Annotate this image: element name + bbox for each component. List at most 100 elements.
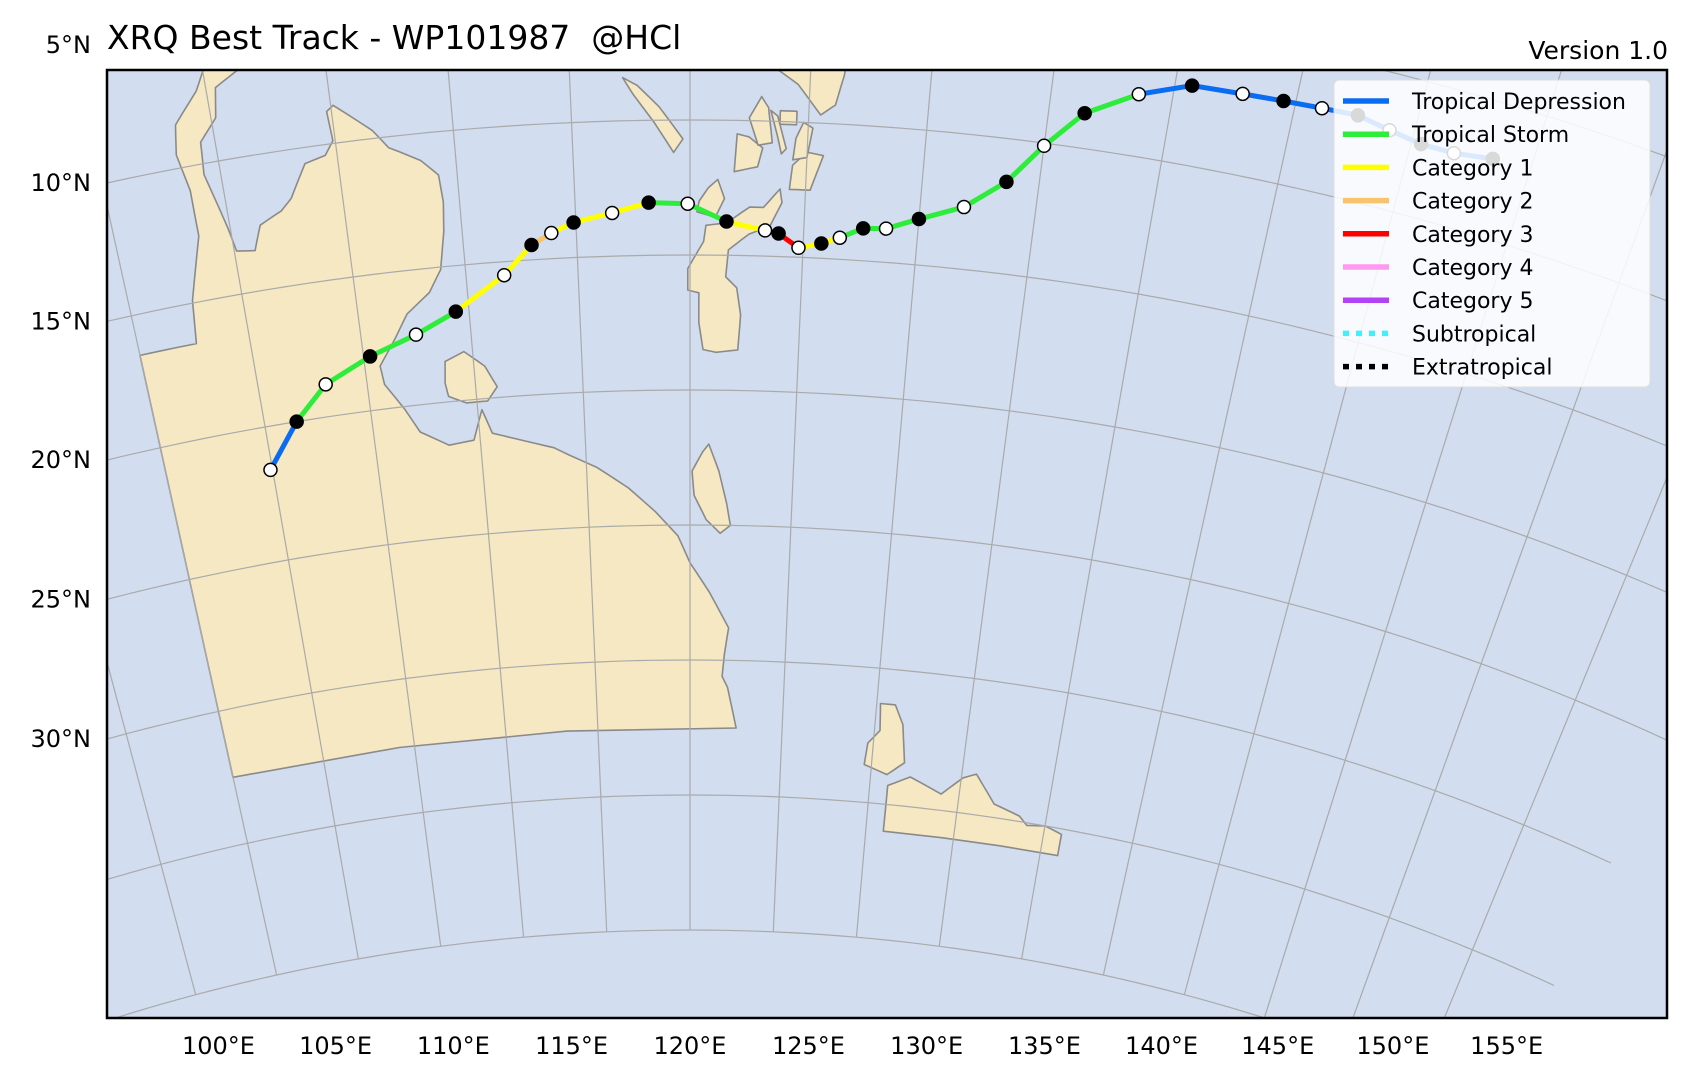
meridian-90 <box>107 659 197 995</box>
meridian-140 <box>1021 70 1179 959</box>
legend-label: Tropical Depression <box>1411 90 1626 115</box>
track-point <box>1131 86 1147 102</box>
track-segment <box>453 272 507 315</box>
track-segment <box>1082 91 1142 116</box>
track-segment <box>267 419 300 473</box>
meridian-105 <box>325 70 442 947</box>
meridian-165 <box>1443 475 1667 1018</box>
track-segment <box>1189 83 1246 97</box>
land-mindanao <box>776 70 847 116</box>
track-point <box>1077 105 1092 121</box>
lat-tick-label: 20°N <box>31 446 92 474</box>
track-point <box>496 267 512 283</box>
legend-label: Category 3 <box>1412 223 1533 248</box>
version-label: Version 1.0 <box>1528 36 1668 65</box>
latitude-labels: 30°N25°N20°N15°N10°N5°N0° <box>31 31 92 753</box>
lon-tick-label: 140°E <box>1125 1032 1198 1060</box>
track-point <box>832 230 848 245</box>
track-segment <box>1003 143 1047 185</box>
parallel--5 <box>0 0 1702 6</box>
land-mainland-asia <box>139 70 737 779</box>
track-point <box>289 414 304 429</box>
land-panay <box>733 133 764 173</box>
track-segment <box>916 204 967 222</box>
meridian-110 <box>447 70 525 938</box>
lon-tick-label: 110°E <box>417 1032 490 1060</box>
track-point <box>1036 138 1052 154</box>
legend: Tropical Depression Tropical Storm Categor… <box>1333 79 1651 388</box>
track-point <box>544 225 559 241</box>
land-borneo <box>404 0 671 40</box>
meridian-95 <box>107 202 278 976</box>
track-point <box>814 236 829 251</box>
track-segment <box>413 309 459 338</box>
land-kyushu <box>863 702 906 776</box>
track-point <box>566 215 581 230</box>
lat-tick-label: 10°N <box>31 169 92 197</box>
lat-tick-label: 5°N <box>46 31 91 59</box>
lon-tick-label: 125°E <box>772 1032 845 1060</box>
lon-tick-label: 145°E <box>1241 1032 1314 1060</box>
track-segment <box>323 353 373 387</box>
track-point <box>680 196 695 211</box>
legend-label: Category 4 <box>1412 256 1533 281</box>
lat-tick-label: 30°N <box>31 725 92 753</box>
land-hainan <box>444 350 499 404</box>
meridian-135 <box>938 70 1055 947</box>
track-point <box>1235 86 1250 102</box>
track-point <box>263 462 278 478</box>
track-segment <box>1041 110 1088 149</box>
track-point <box>604 205 620 221</box>
track-point <box>318 377 333 392</box>
lon-tick-label: 115°E <box>535 1032 608 1060</box>
track-point <box>408 327 424 342</box>
track-point <box>878 221 894 236</box>
land-taiwan <box>691 443 732 535</box>
track-point <box>719 214 734 229</box>
map-frame <box>105 68 1669 1020</box>
lon-tick-label: 135°E <box>1008 1032 1081 1060</box>
lon-tick-label: 100°E <box>182 1032 255 1060</box>
page-title: XRQ Best Track - WP101987 @HCl <box>107 18 682 57</box>
track-point <box>1314 100 1330 116</box>
track-point <box>855 221 871 236</box>
track-segment <box>1136 83 1195 97</box>
legend-label: Category 2 <box>1412 190 1533 215</box>
meridian-145 <box>1102 70 1304 976</box>
lon-tick-label: 120°E <box>654 1032 727 1060</box>
meridian-125 <box>772 70 812 932</box>
track-point <box>1184 78 1200 93</box>
land-sumatra <box>79 0 316 67</box>
legend-label: Extratropical <box>1412 356 1553 381</box>
land-palawan <box>621 76 684 154</box>
track-point <box>1276 93 1291 109</box>
track-segment <box>367 332 419 359</box>
track-point <box>448 304 464 319</box>
land-layer <box>79 0 1063 857</box>
track-point <box>999 174 1014 190</box>
track-point <box>771 226 786 241</box>
meridian-115 <box>568 70 608 932</box>
track-point <box>757 223 773 238</box>
meridian-100 <box>201 70 359 959</box>
track-segment <box>961 179 1009 210</box>
track-point <box>791 240 806 256</box>
track-point <box>956 199 972 215</box>
legend-label: Tropical Storm <box>1411 123 1569 148</box>
meridian-130 <box>855 70 933 938</box>
lat-tick-label: 25°N <box>31 585 92 613</box>
legend-label: Category 5 <box>1412 289 1533 314</box>
legend-label: Subtropical <box>1412 322 1536 347</box>
land-bohol <box>779 109 798 126</box>
lon-tick-label: 150°E <box>1356 1032 1429 1060</box>
longitude-labels: 100°E 105°E 110°E 115°E 120°E 125°E 130°E 135°E… <box>182 1032 1543 1060</box>
lon-tick-label: 105°E <box>299 1032 372 1060</box>
legend-box <box>1333 79 1651 388</box>
lat-tick-label: 15°N <box>31 307 92 335</box>
track-point <box>524 237 539 253</box>
track-point <box>362 349 378 364</box>
lon-tick-label: 130°E <box>890 1032 963 1060</box>
legend-label: Category 1 <box>1412 156 1533 181</box>
track-point <box>911 211 927 227</box>
